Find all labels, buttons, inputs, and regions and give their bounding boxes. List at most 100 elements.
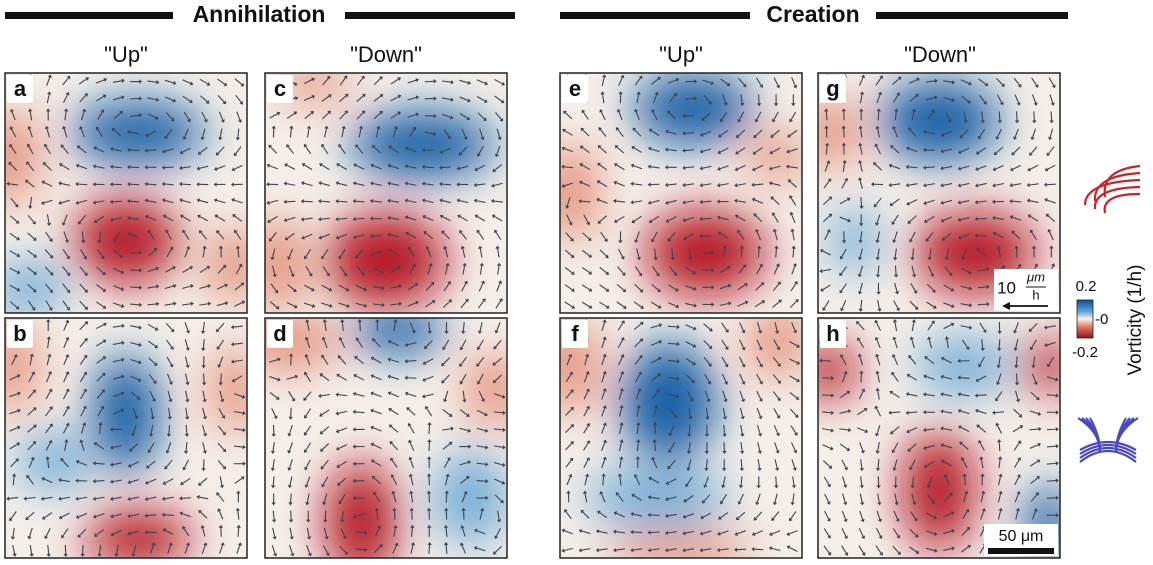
velocity-arrow (356, 95, 364, 103)
arrow-head (676, 394, 680, 399)
arrow-head (231, 167, 236, 172)
velocity-arrow (99, 544, 102, 554)
arrow-head (773, 103, 779, 107)
velocity-arrow (113, 129, 122, 137)
velocity-arrow (634, 283, 642, 291)
velocity-arrow (494, 357, 503, 365)
velocity-arrows (266, 75, 505, 310)
arrow-head (905, 164, 909, 170)
velocity-arrow (60, 182, 71, 186)
arrow-head (1055, 512, 1059, 518)
arrow-head (236, 490, 241, 494)
arrow-head (139, 96, 143, 101)
arrow-head (859, 370, 864, 374)
velocity-arrow (97, 408, 103, 417)
velocity-arrow (668, 284, 677, 291)
arrow-head (155, 266, 160, 271)
arrow-head (727, 283, 732, 288)
arrow-head (79, 126, 84, 130)
velocity-arrow (566, 197, 571, 207)
velocity-arrow (1032, 356, 1036, 366)
arrow-head (343, 272, 348, 277)
velocity-arrow (891, 165, 901, 170)
arrow-head (93, 533, 98, 537)
velocity-arrow (130, 233, 140, 238)
arrow-head (426, 490, 432, 494)
velocity-arrow (877, 373, 880, 383)
arrow-head (751, 167, 756, 172)
arrow-head (716, 547, 721, 553)
arrow-head (301, 235, 305, 240)
arrow-head (595, 529, 600, 534)
velocity-arrow (565, 425, 573, 433)
velocity-arrow (130, 183, 140, 186)
vorticity-blob (818, 342, 857, 400)
arrow-head (863, 407, 868, 412)
velocity-arrow (410, 476, 414, 486)
velocity-arrow (10, 146, 17, 155)
arrow-head (335, 181, 339, 186)
arrow-head (311, 303, 316, 308)
velocity-arrow (476, 462, 486, 465)
velocity-arrow (960, 233, 970, 238)
arrow-head (708, 362, 712, 367)
velocity-arrow (719, 147, 729, 153)
velocity-arrow (755, 215, 763, 223)
arrow-head (619, 387, 624, 392)
velocity-arrow (740, 459, 743, 469)
velocity-arrow (564, 266, 573, 274)
velocity-arrow (566, 214, 572, 224)
velocity-arrow (45, 442, 51, 451)
velocity-arrow (908, 183, 918, 186)
arrow-head (214, 214, 219, 219)
arrow-head (65, 336, 70, 341)
velocity-arrow (355, 531, 365, 534)
velocity-arrow (183, 528, 190, 537)
arrow-head (484, 428, 489, 433)
arrow-head (25, 179, 29, 184)
arrow-head (28, 108, 33, 112)
velocity-arrow (359, 322, 361, 332)
arrow-head (602, 74, 607, 78)
velocity-arrow (772, 391, 780, 400)
arrow-head (741, 346, 746, 351)
arrow-head (354, 356, 358, 360)
arrow-head (492, 168, 497, 172)
arrow-head (769, 531, 773, 537)
arrow-head (614, 145, 619, 149)
icon-stroke (1079, 443, 1137, 455)
velocity-arrow (476, 215, 486, 222)
velocity-arrow (217, 146, 225, 154)
velocity-arrow (860, 299, 863, 309)
arrow-head (92, 182, 96, 187)
velocity-arrow (824, 162, 829, 172)
arrow-head (908, 355, 912, 359)
arrow-head (940, 409, 944, 414)
arrow-head (717, 166, 721, 171)
header-title: Annihilation (193, 1, 326, 27)
velocity-arrow (11, 356, 17, 366)
arrow-head (311, 94, 316, 99)
velocity-arrow (875, 145, 882, 155)
velocity-arrow (927, 494, 934, 502)
panel-label: b (13, 321, 26, 346)
velocity-arrow (493, 428, 503, 431)
arrow-head (1055, 410, 1059, 415)
arrow-head (1045, 213, 1050, 218)
arrow-head (772, 501, 778, 506)
arrow-head (774, 330, 780, 334)
velocity-arrow (667, 79, 677, 84)
arrow-head (940, 165, 944, 171)
arrow-head (479, 262, 484, 267)
velocity-arrow (598, 199, 608, 204)
arrow-head (164, 465, 168, 470)
arrow-head (109, 462, 114, 467)
arrow-head (569, 237, 574, 242)
arrow-head (857, 291, 863, 295)
velocity-arrow (688, 248, 691, 258)
arrow-head (352, 495, 356, 501)
velocity-arrow (476, 409, 486, 415)
velocity-arrow (702, 252, 712, 254)
arrow-head (219, 484, 225, 489)
arrow-head (923, 129, 927, 134)
